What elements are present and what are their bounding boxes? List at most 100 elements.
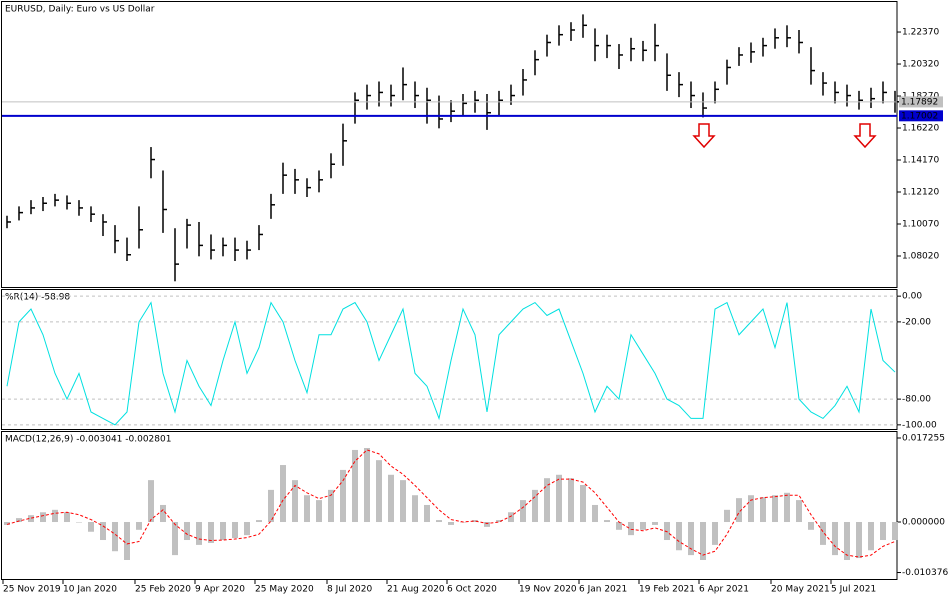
macd-bar [304, 495, 310, 523]
arrow [853, 123, 877, 149]
y-tick-label: 1.08020 [902, 252, 939, 262]
pane-frame [1, 431, 898, 580]
y-tick-label: -20.00 [902, 317, 931, 327]
macd-bar [208, 522, 214, 543]
pane-title: EURUSD, Daily: Euro vs US Dollar [5, 5, 155, 15]
macd-bar [148, 480, 154, 523]
macd-bar [100, 522, 106, 541]
macd-bar [412, 495, 418, 523]
macd-bar [124, 522, 130, 560]
macd-bar [340, 469, 346, 523]
macd-bar [88, 522, 94, 532]
x-tick-label: 6 Oct 2020 [447, 585, 497, 595]
x-tick-label: 19 Feb 2021 [639, 585, 695, 595]
macd-bar [508, 512, 514, 523]
y-tick-label: -0.010376 [902, 568, 948, 578]
y-tick-label: 1.12120 [902, 188, 939, 198]
macd-bar [220, 522, 226, 541]
x-tick-label: 19 Nov 2020 [519, 585, 577, 595]
macd-bar [40, 512, 46, 523]
macd-bar [64, 512, 70, 523]
level-label-box [899, 96, 943, 108]
level-label: 1.17002 [901, 111, 938, 121]
macd-bar [316, 500, 322, 523]
macd-bar [568, 478, 574, 523]
macd-bar [844, 522, 850, 560]
y-tick-label: 1.22370 [902, 28, 939, 38]
x-tick-label: 25 Nov 2019 [3, 585, 61, 595]
macd-bar [796, 500, 802, 523]
y-tick-label: 0.017255 [902, 433, 945, 443]
x-tick-label: 5 Jul 2021 [831, 585, 876, 595]
macd-bar [556, 474, 562, 523]
macd-bar [244, 522, 250, 536]
macd-bar [808, 522, 814, 530]
macd-bar [520, 500, 526, 523]
x-tick-label: 25 Feb 2020 [135, 585, 191, 595]
x-tick-label: 20 May 2021 [771, 585, 830, 595]
macd-bar [52, 509, 58, 523]
pane-title: %R(14) -58.98 [5, 293, 70, 303]
y-tick-label: -100.00 [902, 420, 937, 430]
macd-bar [424, 504, 430, 523]
macd-bar [700, 522, 706, 560]
macd-bar [436, 520, 442, 523]
macd-bar [736, 498, 742, 523]
macd-bar [16, 518, 22, 523]
macd-bar [268, 489, 274, 523]
x-tick-label: 8 Jul 2020 [327, 585, 372, 595]
pane-frame [1, 289, 898, 430]
level-label: 1.17892 [901, 97, 938, 107]
y-tick-label: -80.00 [902, 395, 931, 405]
x-tick-label: 21 Aug 2020 [387, 585, 445, 595]
level-label-box [899, 110, 943, 122]
wpr-line [6, 301, 896, 426]
macd-bar [328, 489, 334, 523]
macd-bar [784, 492, 790, 523]
x-tick-label: 6 Jan 2021 [579, 585, 627, 595]
y-tick-label: 0.00 [902, 292, 922, 302]
macd-bar [748, 495, 754, 523]
arrow [692, 123, 716, 149]
macd-bar [832, 522, 838, 556]
macd-bar [712, 522, 718, 545]
x-tick-label: 10 Jan 2020 [63, 585, 117, 595]
x-tick-label: 9 Apr 2020 [195, 585, 245, 595]
signal-line [6, 449, 896, 558]
macd-bar [580, 485, 586, 523]
macd-bar [196, 522, 202, 545]
macd-bar [868, 522, 874, 551]
y-tick-label: 1.16220 [902, 124, 939, 134]
macd-bar [856, 522, 862, 559]
macd-bar [604, 520, 610, 523]
macd-bar [892, 522, 898, 541]
macd-bar [136, 522, 142, 530]
macd-bar [112, 522, 118, 552]
x-tick-label: 6 Apr 2021 [699, 585, 749, 595]
macd-bar [352, 449, 358, 523]
macd-bar [664, 522, 670, 541]
y-tick-label: 1.20320 [902, 60, 939, 70]
macd-bar [376, 460, 382, 523]
macd-bar [676, 522, 682, 551]
macd-bar [472, 520, 478, 523]
macd-bar [724, 509, 730, 523]
pane-frame [1, 1, 898, 288]
macd-bar [4, 522, 10, 525]
macd-bar [760, 497, 766, 523]
macd-bar [772, 495, 778, 523]
macd-bar [184, 522, 190, 541]
macd-bar [496, 520, 502, 523]
macd-bar [172, 522, 178, 556]
macd-bar [628, 522, 634, 536]
macd-bar [400, 480, 406, 523]
macd-bar [544, 478, 550, 523]
macd-bar [292, 480, 298, 523]
macd-bar [448, 522, 454, 525]
macd-bar [232, 522, 238, 539]
y-tick-label: 0.000000 [902, 518, 945, 528]
macd-bar [160, 504, 166, 523]
macd-bar [532, 489, 538, 523]
macd-bar [688, 522, 694, 556]
macd-bar [880, 522, 886, 541]
